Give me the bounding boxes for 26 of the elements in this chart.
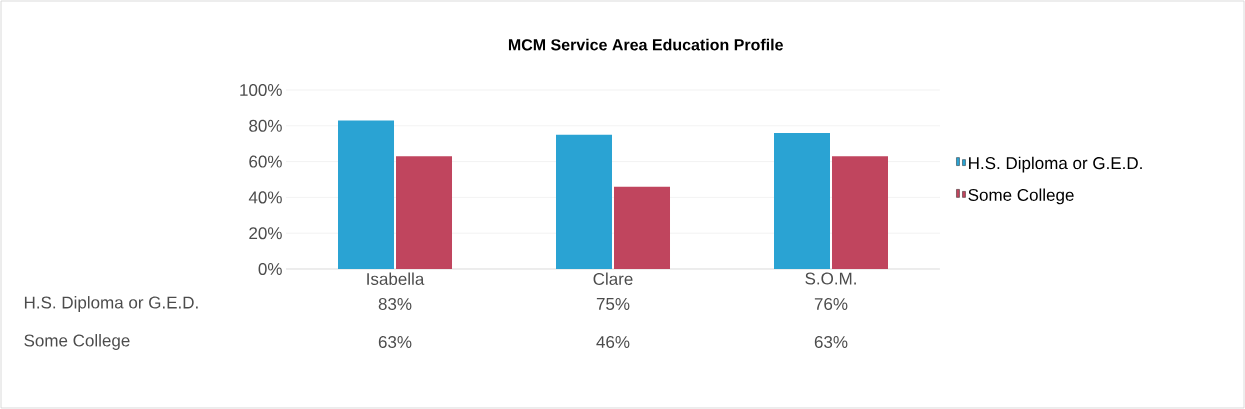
y-tick-label: 40% xyxy=(248,191,282,204)
bar xyxy=(774,132,830,269)
data-label: 83% xyxy=(378,297,412,311)
chart-title: MCM Service Area Education Profile xyxy=(508,38,783,51)
y-tick-label: 80% xyxy=(249,119,282,132)
x-tick-label: S.O.M. xyxy=(805,272,856,285)
x-tick-label: Isabella xyxy=(367,272,425,286)
data-label: 75% xyxy=(596,298,630,310)
data-label: 76% xyxy=(814,297,848,311)
bar xyxy=(556,134,612,269)
bar xyxy=(338,120,395,269)
data-label: 63% xyxy=(814,335,848,349)
bar xyxy=(396,156,453,269)
y-tick-label: 60% xyxy=(249,155,282,168)
bar xyxy=(832,156,888,269)
y-tick-label: 100% xyxy=(240,83,282,97)
bar xyxy=(614,186,670,269)
y-tick-label: 20% xyxy=(249,227,282,240)
text: Some College xyxy=(24,334,130,350)
legend-label: Some College xyxy=(968,188,1074,205)
x-tick-label: Clare xyxy=(593,272,633,286)
y-tick-label: 0% xyxy=(258,262,282,276)
data-label: 46% xyxy=(596,335,630,349)
legend-label: H.S. Diploma or G.E.D. xyxy=(969,156,1142,173)
data-label: 63% xyxy=(378,335,412,349)
text: H.S. Diploma or G.E.D. xyxy=(24,296,198,312)
